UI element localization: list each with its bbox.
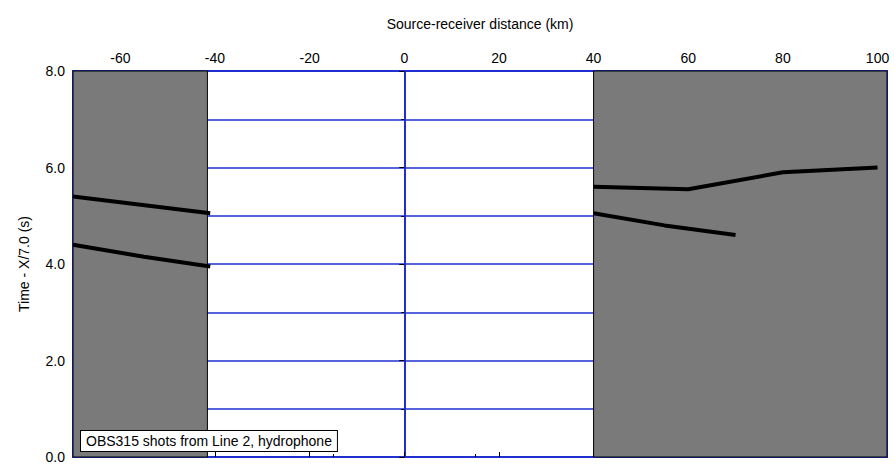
svg-text:-40: -40: [205, 50, 225, 66]
svg-text:100: 100: [866, 50, 890, 66]
svg-text:OBS315 shots from Line 2, hydr: OBS315 shots from Line 2, hydrophone: [86, 433, 332, 449]
svg-text:8.0: 8.0: [46, 63, 66, 79]
svg-text:Source-receiver distance (km): Source-receiver distance (km): [387, 16, 574, 32]
svg-text:0.0: 0.0: [46, 449, 66, 464]
svg-text:0: 0: [400, 50, 408, 66]
svg-text:-20: -20: [300, 50, 320, 66]
svg-text:60: 60: [680, 50, 696, 66]
svg-text:80: 80: [775, 50, 791, 66]
svg-text:40: 40: [586, 50, 602, 66]
svg-text:2.0: 2.0: [46, 353, 66, 369]
svg-text:6.0: 6.0: [46, 160, 66, 176]
svg-text:Time - X/7.0 (s): Time - X/7.0 (s): [16, 216, 32, 312]
svg-text:-60: -60: [110, 50, 130, 66]
svg-text:4.0: 4.0: [46, 256, 66, 272]
svg-text:20: 20: [491, 50, 507, 66]
